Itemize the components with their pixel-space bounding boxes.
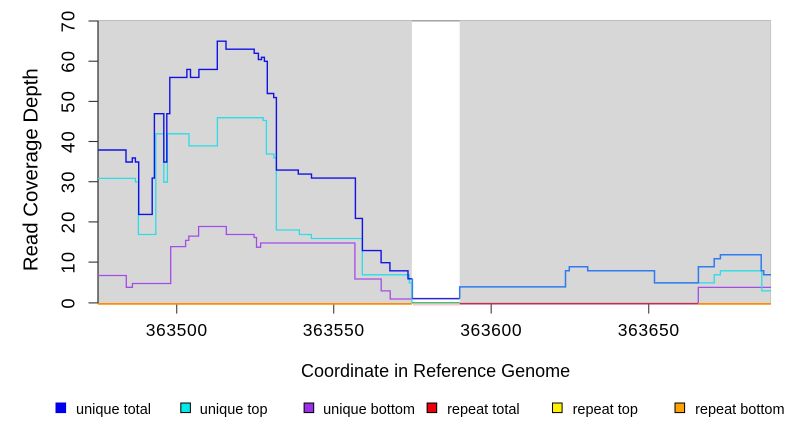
svg-text:40: 40 bbox=[58, 130, 79, 153]
svg-text:Coordinate in Reference Genome: Coordinate in Reference Genome bbox=[301, 361, 570, 381]
svg-text:20: 20 bbox=[58, 210, 79, 233]
svg-text:363500: 363500 bbox=[146, 320, 208, 340]
svg-text:Read Coverage Depth: Read Coverage Depth bbox=[21, 68, 43, 271]
svg-text:50: 50 bbox=[58, 90, 79, 113]
svg-text:10: 10 bbox=[58, 251, 79, 274]
svg-text:repeat total: repeat total bbox=[447, 402, 520, 418]
svg-text:unique top: unique top bbox=[200, 402, 268, 418]
svg-text:repeat top: repeat top bbox=[573, 402, 638, 418]
svg-text:363600: 363600 bbox=[460, 320, 522, 340]
svg-text:363550: 363550 bbox=[303, 320, 365, 340]
svg-text:repeat bottom: repeat bottom bbox=[695, 402, 784, 418]
svg-text:0: 0 bbox=[58, 297, 79, 309]
svg-text:70: 70 bbox=[58, 10, 79, 33]
svg-text:30: 30 bbox=[58, 170, 79, 193]
svg-text:unique bottom: unique bottom bbox=[323, 402, 415, 418]
svg-text:60: 60 bbox=[58, 50, 79, 73]
svg-text:unique total: unique total bbox=[76, 402, 151, 418]
svg-text:363650: 363650 bbox=[618, 320, 680, 340]
